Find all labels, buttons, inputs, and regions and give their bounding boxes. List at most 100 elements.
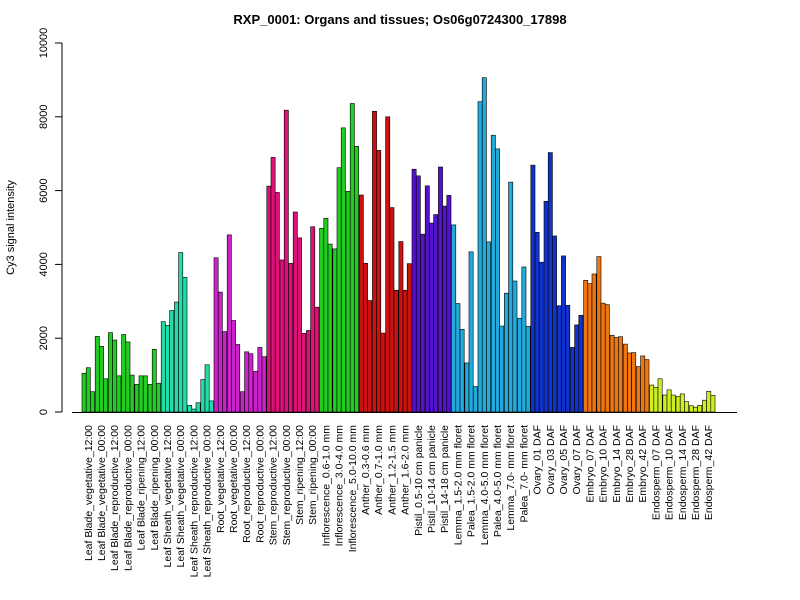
bar — [604, 304, 610, 413]
y-tick-label: 10000 — [38, 28, 50, 59]
x-tick-label: Inflorescence_3.0-4.0 mm — [334, 425, 346, 547]
bar — [178, 252, 184, 413]
x-tick-label: Leaf Blade_reproductive_12:00 — [109, 425, 121, 571]
bar — [345, 191, 351, 413]
bar — [504, 292, 509, 413]
bar — [195, 402, 201, 413]
bar — [261, 356, 267, 413]
bar — [534, 232, 540, 413]
bar — [521, 266, 527, 413]
bar — [702, 399, 707, 413]
x-tick-label: Leaf Sheath_reproductive_12:00 — [188, 425, 200, 578]
bar — [367, 300, 373, 413]
bar — [319, 227, 325, 413]
bar — [112, 339, 118, 413]
x-tick-label: Inflorescence_5.0-10.0 mm — [347, 425, 359, 552]
bar — [151, 348, 157, 413]
bar — [706, 391, 712, 413]
bar — [570, 347, 575, 413]
bar — [94, 336, 100, 413]
x-tick-label: Embryo_28 DAF — [624, 425, 636, 503]
x-tick-label: Root_vegetative_12:00 — [215, 425, 227, 533]
bar — [472, 386, 478, 413]
bar — [125, 341, 131, 413]
bar — [108, 332, 113, 413]
x-tick-label: Anther_1.6-2.0 mm — [400, 425, 412, 515]
bar — [451, 224, 457, 413]
x-tick-label: Pistil_14-18 cm panicle — [439, 425, 451, 533]
bar — [81, 372, 87, 413]
bar — [389, 207, 395, 413]
bar — [446, 195, 452, 413]
bar — [306, 330, 311, 413]
bar — [376, 150, 382, 413]
bar — [429, 222, 434, 413]
bar — [499, 325, 505, 413]
x-tick-label: Embryo_07 DAF — [584, 425, 596, 503]
bar — [464, 362, 470, 413]
bar — [710, 395, 716, 413]
x-tick-label: Lemma_1.5-2.0 mm floret — [452, 425, 464, 545]
bar — [495, 148, 500, 413]
bar — [653, 386, 659, 413]
bar — [288, 262, 293, 413]
bar — [129, 374, 135, 413]
x-tick-label: Anther_0.3-0.6 mm — [360, 425, 372, 515]
bar — [578, 315, 584, 413]
bar — [90, 391, 95, 413]
bar — [160, 321, 166, 413]
bar — [301, 333, 307, 413]
x-tick-label: Leaf Blade_ripening_00:00 — [149, 425, 161, 551]
bar — [200, 379, 206, 413]
bar — [156, 382, 161, 413]
bar — [468, 251, 474, 413]
bar — [636, 366, 641, 413]
bar — [600, 302, 606, 413]
x-tick-label: Anther_1.2-1.5 mm — [386, 425, 398, 515]
bar — [697, 405, 703, 413]
x-tick-label: Leaf Blade_reproductive_00:00 — [122, 425, 134, 571]
bar — [231, 320, 236, 413]
x-tick-label: Ovary_01 DAF — [532, 425, 544, 494]
bar — [354, 146, 359, 413]
bar — [283, 109, 289, 413]
bar — [169, 310, 175, 413]
chart-title: RXP_0001: Organs and tissues; Os06g07243… — [233, 12, 567, 27]
bar — [627, 352, 632, 413]
bar — [552, 235, 557, 413]
x-tick-label: Inflorescence_0.6-1.0 mm — [320, 425, 332, 547]
bar — [679, 393, 685, 413]
x-tick-label: Ovary_07 DAF — [571, 425, 583, 494]
bar — [85, 367, 91, 413]
bar — [279, 259, 285, 413]
y-tick-label: 8000 — [38, 105, 50, 129]
bar — [142, 375, 148, 413]
bar — [613, 337, 619, 413]
bar — [402, 289, 408, 413]
bar — [191, 408, 197, 413]
x-tick-label: Leaf Sheath_vegetative_00:00 — [175, 425, 187, 568]
x-tick-label: Stem_reproductive_12:00 — [268, 425, 280, 545]
bar — [174, 301, 179, 413]
x-tick-label: Lemma_4.0-5.0 mm floret — [479, 425, 491, 545]
bar — [358, 194, 364, 413]
bar — [147, 384, 153, 413]
x-tick-label: Stem_reproductive_00:00 — [281, 425, 293, 545]
x-tick-label: Leaf Sheath_reproductive_00:00 — [202, 425, 214, 578]
bar — [134, 384, 140, 413]
bar — [684, 401, 689, 413]
bar — [270, 157, 276, 413]
x-tick-label: Leaf Sheath_vegetative_12:00 — [162, 425, 174, 568]
bar — [530, 164, 536, 413]
x-tick-label: Embryo_42 DAF — [637, 425, 649, 503]
x-tick-label: Root_reproductive_00:00 — [254, 425, 266, 543]
bar — [314, 306, 320, 413]
x-tick-label: Pistil_10-14 cm panicle — [426, 425, 438, 533]
bar — [657, 378, 663, 413]
bar — [609, 334, 615, 413]
bar — [99, 346, 104, 413]
bar — [512, 280, 518, 413]
bar — [481, 77, 487, 413]
bar — [226, 234, 232, 413]
bar — [257, 347, 263, 413]
